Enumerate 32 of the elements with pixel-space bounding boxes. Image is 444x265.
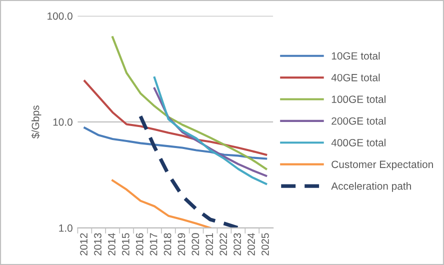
x-tick-label: 2019 bbox=[178, 233, 186, 256]
legend-label: 10GE total bbox=[332, 52, 380, 60]
line-series bbox=[138, 114, 240, 228]
x-tick-label: 2013 bbox=[94, 233, 102, 256]
y-tick-label: 100.0 bbox=[48, 12, 72, 20]
y-axis-title: $/Gbps bbox=[31, 105, 42, 139]
x-tick-label: 2015 bbox=[122, 233, 130, 256]
line-series bbox=[112, 179, 212, 228]
legend-label: 100GE total bbox=[332, 95, 386, 104]
x-tick-label: 2020 bbox=[192, 233, 200, 256]
line-series bbox=[153, 76, 268, 185]
x-tick-label: 2025 bbox=[262, 233, 269, 256]
line-series bbox=[112, 36, 268, 170]
x-tick-label: 2022 bbox=[220, 233, 228, 256]
line-series bbox=[84, 80, 268, 156]
legend-label: Customer Expectation bbox=[332, 160, 433, 170]
legend-label: 40GE total bbox=[331, 74, 380, 82]
x-tick-label: 2017 bbox=[150, 233, 158, 256]
legend-label: 400GE total bbox=[331, 138, 386, 146]
x-tick-label: 2012 bbox=[80, 233, 88, 256]
x-tick-label: 2018 bbox=[164, 233, 172, 256]
legend-label: Acceleration path bbox=[331, 182, 411, 192]
line-series bbox=[84, 126, 268, 160]
x-tick-label: 2014 bbox=[108, 233, 116, 256]
line-series bbox=[153, 87, 268, 177]
y-tick-label: 1.0 bbox=[59, 224, 72, 232]
x-tick-label: 2021 bbox=[206, 233, 214, 256]
y-tick-label: 10.0 bbox=[53, 118, 72, 126]
legend-label: 200GE total bbox=[332, 117, 386, 125]
x-tick-label: 2016 bbox=[136, 233, 144, 256]
x-tick-label: 2023 bbox=[234, 233, 241, 256]
x-tick-label: 2024 bbox=[248, 233, 255, 256]
